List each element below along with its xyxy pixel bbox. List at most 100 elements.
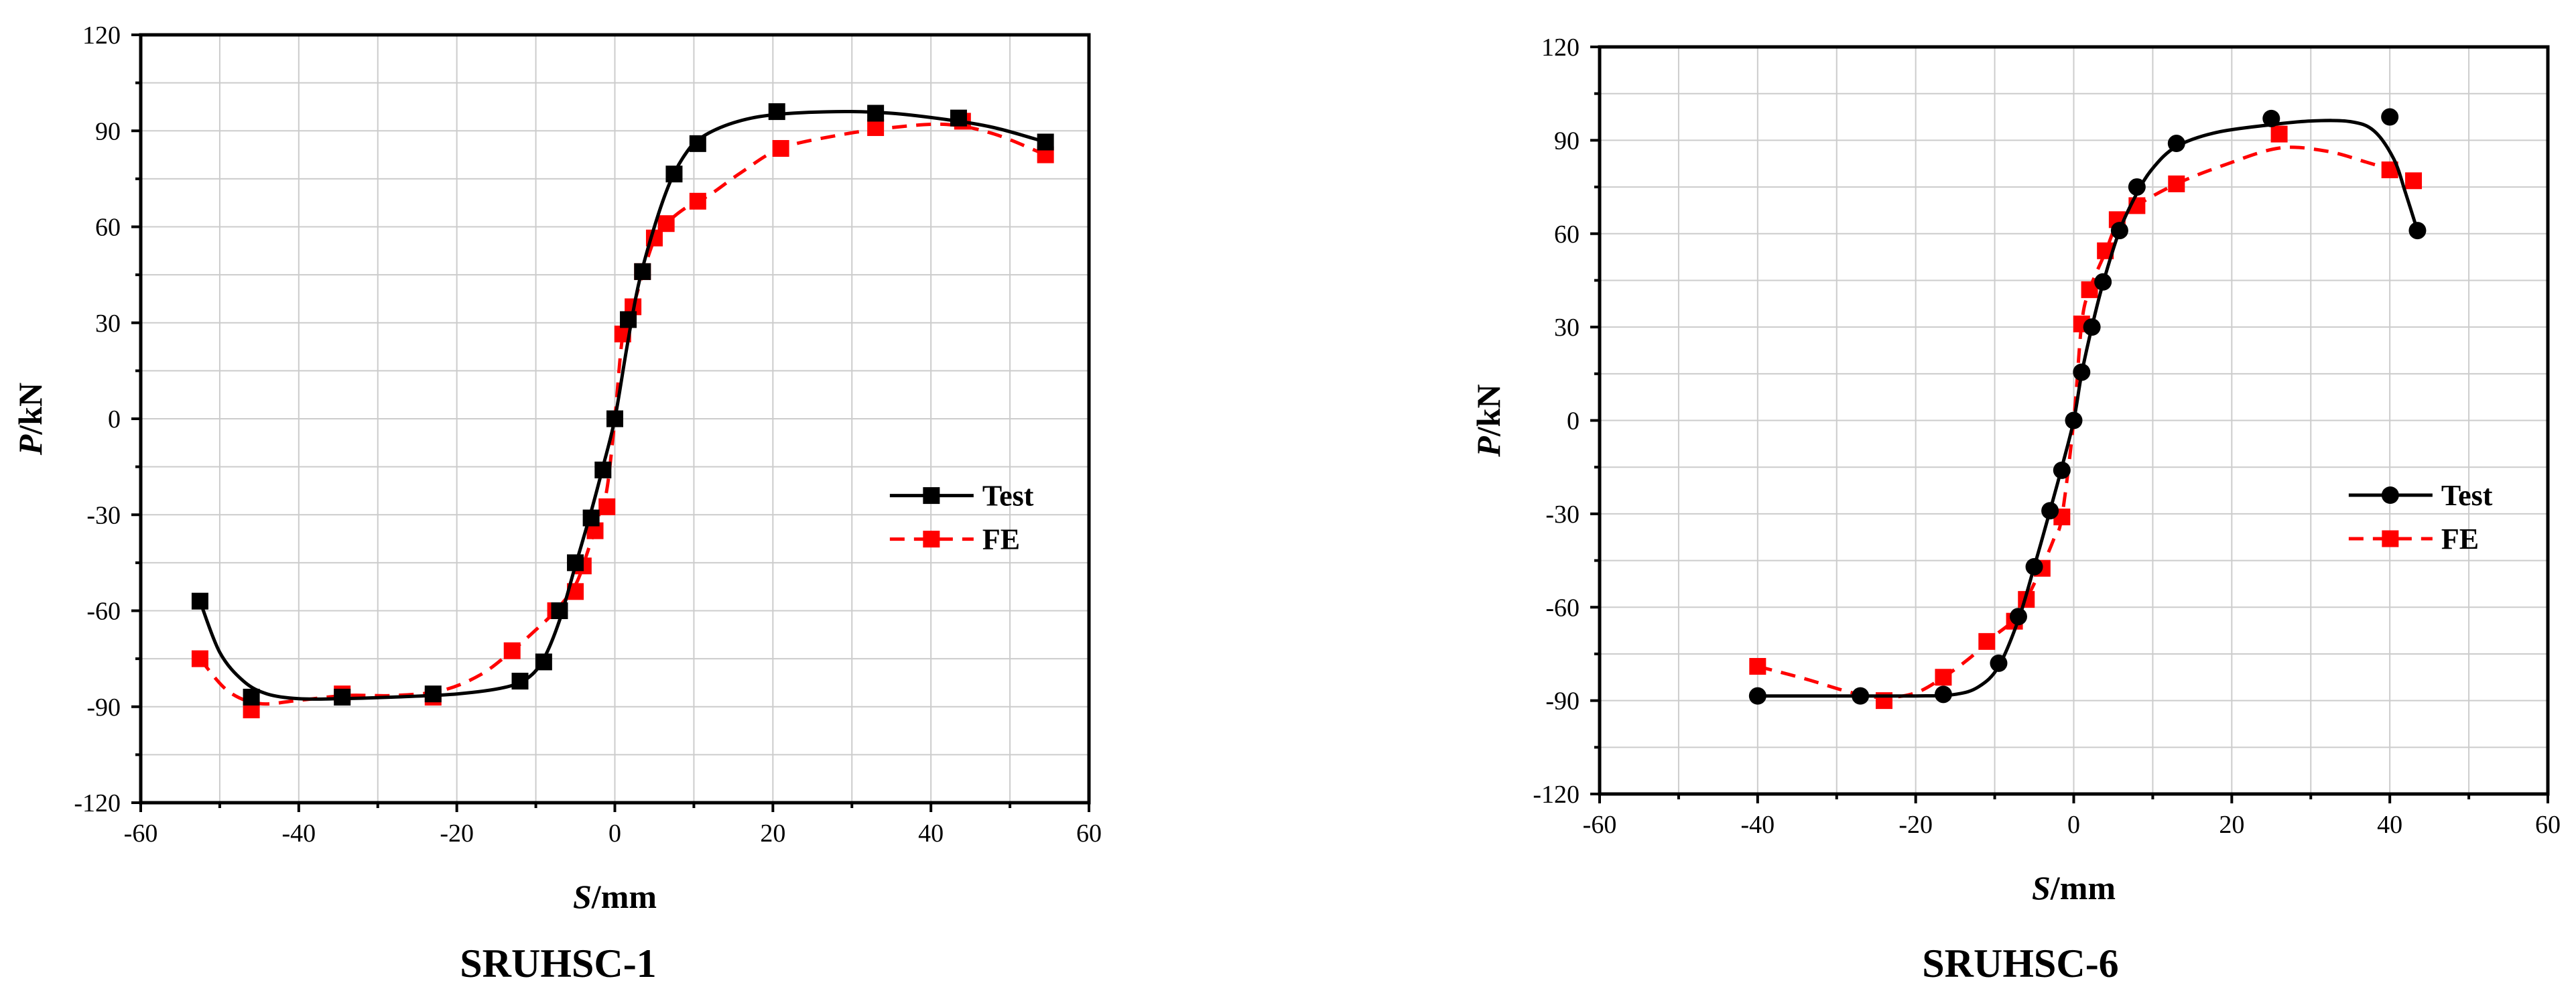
data-point — [2270, 125, 2288, 143]
x-tick-label: -20 — [1898, 811, 1933, 839]
data-point — [2083, 318, 2101, 336]
legend-label: FE — [982, 523, 1020, 556]
y-tick-label: -90 — [86, 693, 121, 722]
data-point — [1852, 687, 1870, 705]
x-tick-label: -60 — [1583, 811, 1617, 839]
data-point — [334, 688, 351, 706]
data-point — [867, 119, 885, 136]
data-point — [2065, 411, 2083, 429]
data-point — [2168, 175, 2185, 192]
x-tick-label: 0 — [2067, 811, 2080, 839]
legend-label: FE — [2441, 523, 2479, 555]
x-axis-title: S/mm — [573, 878, 657, 915]
data-point — [634, 263, 651, 280]
x-tick-label: 60 — [2535, 811, 2561, 839]
data-point — [2009, 608, 2027, 626]
data-point — [1934, 685, 1952, 704]
data-point — [2408, 222, 2427, 240]
data-point — [567, 554, 584, 572]
x-tick-label: 20 — [2219, 811, 2244, 839]
data-point — [657, 215, 675, 233]
data-point — [535, 653, 552, 671]
series-fe — [1749, 125, 2423, 710]
series-test — [1748, 108, 2427, 705]
grid — [141, 35, 1089, 803]
data-point — [1990, 654, 2008, 672]
y-tick-label: 90 — [95, 117, 121, 145]
y-tick-label: 120 — [1541, 34, 1580, 62]
y-tick-label: -120 — [1533, 781, 1580, 809]
data-point — [2405, 172, 2423, 190]
legend-marker — [2381, 486, 2399, 504]
data-point — [950, 109, 967, 127]
data-point — [768, 103, 785, 121]
data-point — [689, 192, 706, 210]
y-tick-label: -120 — [74, 789, 121, 817]
x-tick-label: 20 — [760, 819, 785, 848]
data-point — [772, 140, 789, 157]
y-tick-label: 30 — [95, 310, 121, 338]
data-point — [2041, 502, 2059, 520]
x-tick-label: 40 — [2377, 811, 2402, 839]
data-point — [582, 509, 600, 527]
y-tick-label: -30 — [1545, 501, 1580, 529]
y-tick-label: -30 — [86, 501, 121, 529]
data-point — [191, 650, 208, 667]
data-point — [424, 685, 442, 703]
panel-sruhsc-6: -60 -40 -20 0 20 40 60 -120 -90 -60 -30 0 30 60 90 120 S… — [1470, 34, 2561, 907]
data-point — [2094, 273, 2112, 291]
y-tick-label: 120 — [82, 21, 121, 50]
data-point — [2110, 222, 2128, 240]
data-point — [1935, 669, 1952, 686]
data-point — [598, 498, 616, 515]
data-point — [1978, 633, 1996, 650]
data-point — [503, 642, 521, 659]
x-tick-label: 60 — [1076, 819, 1102, 848]
data-point — [1748, 687, 1766, 705]
data-point — [594, 461, 612, 478]
data-point — [867, 105, 885, 122]
y-tick-label: 30 — [1554, 314, 1580, 342]
y-axis-title: P/kN — [1470, 384, 1507, 457]
data-point — [1749, 658, 1766, 675]
legend-marker — [923, 487, 940, 505]
legend-marker — [2382, 530, 2399, 547]
series-test — [191, 103, 1054, 706]
x-tick-label: -40 — [1741, 811, 1775, 839]
y-tick-label: 60 — [95, 214, 121, 242]
y-tick-label: -60 — [1545, 594, 1580, 622]
legend-label: Test — [2441, 479, 2493, 512]
data-point — [606, 410, 623, 427]
x-axis-title: S/mm — [2032, 869, 2116, 907]
x-tick-label: -20 — [440, 819, 474, 848]
data-point — [243, 688, 260, 706]
series-line — [1757, 119, 2419, 698]
data-point — [2053, 461, 2071, 479]
data-point — [2025, 557, 2043, 576]
y-tick-label: 60 — [1554, 220, 1580, 249]
panel-caption: SRUHSC-6 — [1922, 941, 2118, 986]
series-line — [1757, 145, 2414, 700]
data-point — [665, 165, 683, 183]
y-tick-label: 0 — [1567, 407, 1580, 436]
x-tick-label: -60 — [124, 819, 158, 848]
data-point — [2073, 363, 2091, 381]
panel-sruhsc-1: -60 -40 -20 0 20 40 60 -120 -90 -60 -30 0 30 60 90 120 S… — [11, 21, 1102, 915]
y-tick-label: 90 — [1554, 127, 1580, 155]
data-point — [689, 135, 706, 152]
legend: Test FE — [889, 480, 1034, 556]
ticks — [131, 34, 1090, 812]
data-point — [2381, 108, 2399, 126]
y-axis-title: P/kN — [11, 383, 49, 456]
panel-caption: SRUHSC-1 — [460, 941, 656, 986]
data-point — [620, 311, 637, 328]
data-point — [2128, 178, 2146, 196]
legend: Test FE — [2348, 479, 2493, 555]
data-point — [551, 602, 568, 619]
legend-marker — [923, 531, 940, 548]
y-tick-label: 0 — [108, 405, 121, 434]
data-point — [511, 673, 529, 690]
ticks — [1590, 46, 2549, 803]
legend-label: Test — [982, 480, 1034, 513]
